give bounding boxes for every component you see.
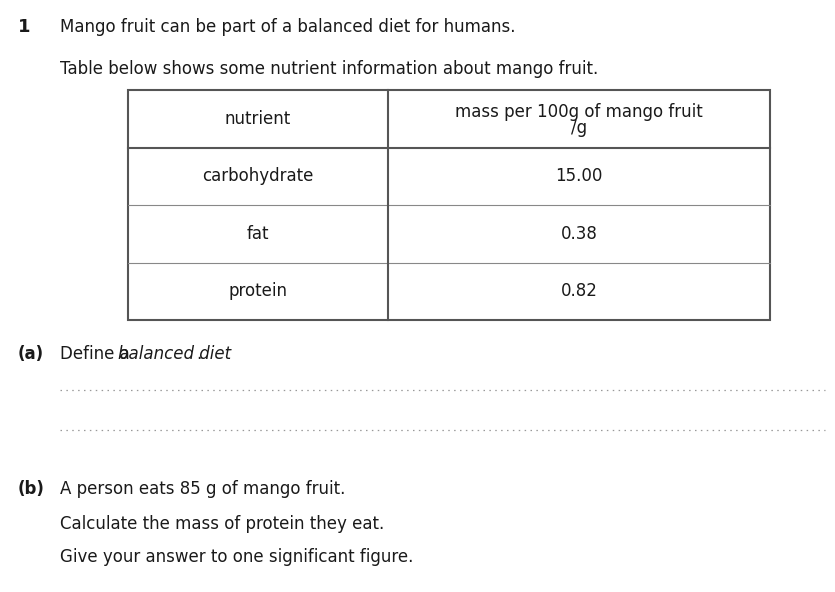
Text: fat: fat <box>247 225 269 243</box>
Text: nutrient: nutrient <box>225 110 291 128</box>
Text: carbohydrate: carbohydrate <box>202 168 314 185</box>
Text: (a): (a) <box>18 345 44 363</box>
Text: /g: /g <box>571 119 587 137</box>
Text: mass per 100g of mango fruit: mass per 100g of mango fruit <box>455 103 703 121</box>
Text: Calculate the mass of protein they eat.: Calculate the mass of protein they eat. <box>60 515 384 533</box>
Text: .: . <box>196 345 201 363</box>
Text: 1: 1 <box>18 18 31 36</box>
Text: A person eats 85 g of mango fruit.: A person eats 85 g of mango fruit. <box>60 480 346 498</box>
Text: Define a: Define a <box>60 345 135 363</box>
Text: balanced diet: balanced diet <box>118 345 231 363</box>
Bar <box>128 90 770 320</box>
Text: 0.38: 0.38 <box>560 225 597 243</box>
Text: Table below shows some nutrient information about mango fruit.: Table below shows some nutrient informat… <box>60 60 598 78</box>
Text: 15.00: 15.00 <box>555 168 603 185</box>
Text: (b): (b) <box>18 480 45 498</box>
Text: Mango fruit can be part of a balanced diet for humans.: Mango fruit can be part of a balanced di… <box>60 18 515 36</box>
Text: 0.82: 0.82 <box>560 282 597 300</box>
Text: Give your answer to one significant figure.: Give your answer to one significant figu… <box>60 548 413 566</box>
Text: protein: protein <box>229 282 287 300</box>
